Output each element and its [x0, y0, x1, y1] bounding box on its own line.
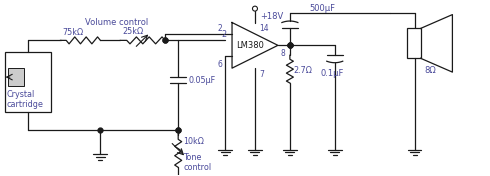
- Text: 25kΩ: 25kΩ: [122, 27, 144, 36]
- Circle shape: [252, 6, 257, 11]
- Text: 6: 6: [218, 60, 222, 69]
- Text: Tone: Tone: [183, 153, 201, 162]
- Bar: [407, 29, 420, 58]
- Bar: [8, 68, 24, 86]
- Text: 75kΩ: 75kΩ: [63, 28, 84, 37]
- Text: 8Ω: 8Ω: [424, 66, 436, 75]
- Text: 2: 2: [221, 30, 226, 39]
- Text: 2: 2: [218, 24, 222, 33]
- Text: Volume control: Volume control: [85, 18, 148, 27]
- Text: control: control: [183, 163, 211, 172]
- Text: 2.7Ω: 2.7Ω: [294, 66, 313, 75]
- Text: 8: 8: [281, 49, 286, 58]
- Text: Crystal: Crystal: [7, 90, 35, 99]
- Text: 500μF: 500μF: [310, 4, 336, 13]
- Text: cartridge: cartridge: [7, 100, 44, 109]
- Text: 7: 7: [259, 70, 264, 79]
- Text: 14: 14: [259, 24, 269, 33]
- Text: 0.05μF: 0.05μF: [188, 76, 215, 84]
- Text: 10kΩ: 10kΩ: [183, 137, 204, 146]
- Text: 0.1μF: 0.1μF: [321, 69, 344, 78]
- Bar: [5, 52, 50, 112]
- Text: +18V: +18V: [260, 12, 283, 21]
- Text: LM380: LM380: [236, 41, 264, 50]
